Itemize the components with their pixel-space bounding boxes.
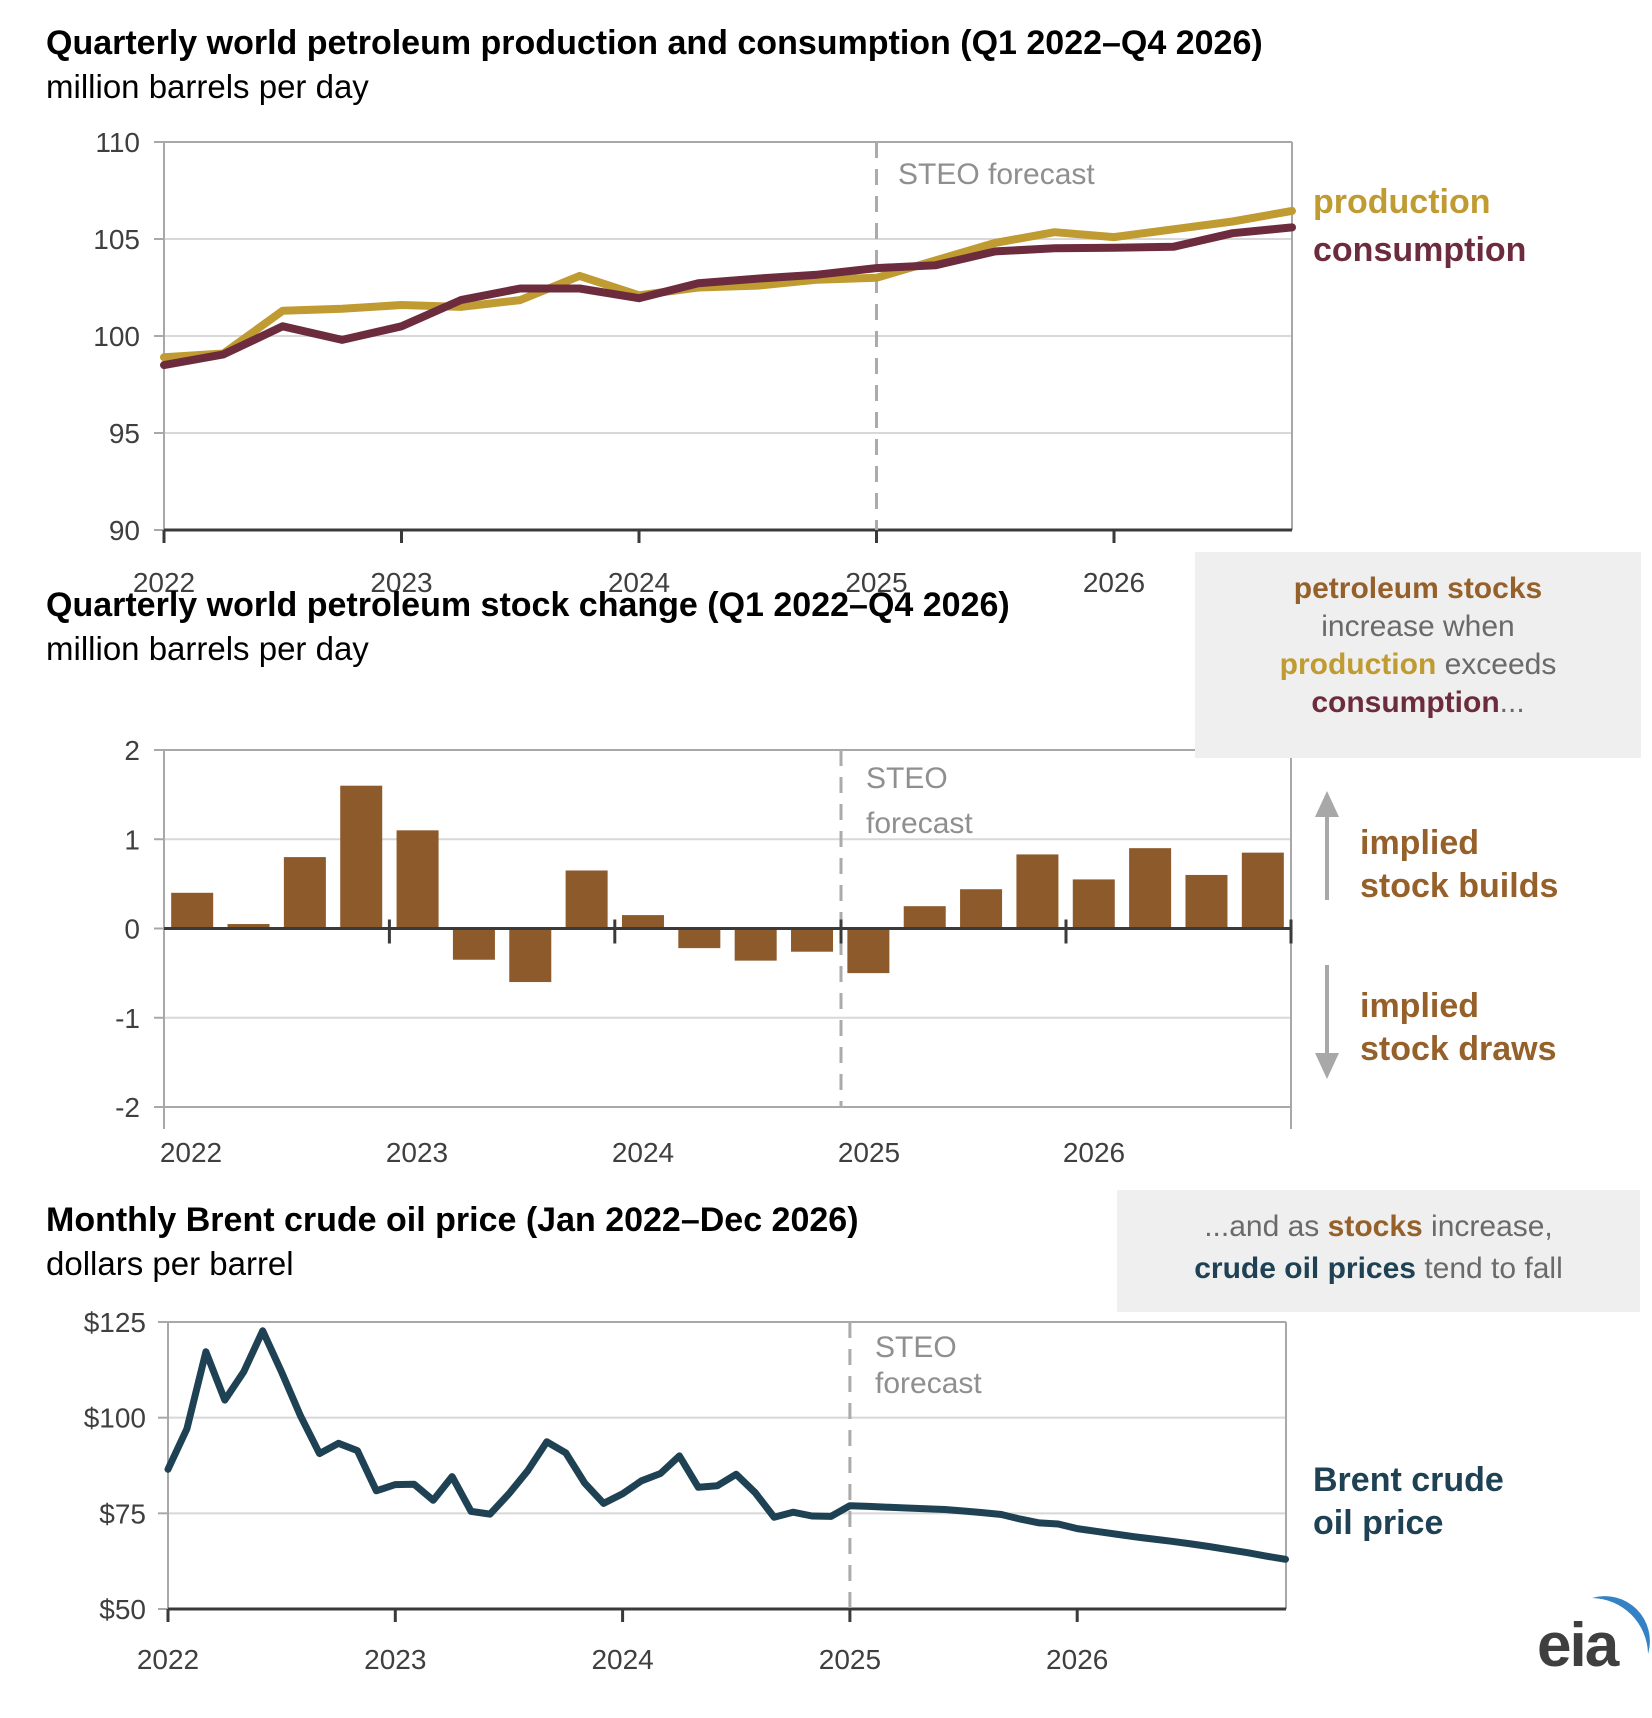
annotation-segment: exceeds [1436, 648, 1557, 681]
annotation-line: production exceeds [1195, 646, 1641, 684]
eia-logo-swoosh-icon [1592, 1596, 1650, 1654]
eia-logo-text: eia [1537, 1611, 1620, 1680]
Brent-line [164, 1327, 1289, 1563]
stock-change-bar [509, 928, 552, 983]
implied-stock-draws-label: implied stock draws [1360, 985, 1557, 1071]
annotation-segment: increase, [1422, 1210, 1553, 1243]
annotation-prices-note: ...and as stocks increase, crude oil pric… [1117, 1190, 1640, 1312]
x-tick-label: 2023 [386, 1137, 448, 1168]
stock-change-bar [1241, 852, 1284, 929]
label-line: implied [1360, 987, 1480, 1025]
annotation-segment: stocks [1327, 1210, 1423, 1243]
stock-draws-down-arrow-head [1315, 1053, 1339, 1079]
stock-change-bar [1072, 879, 1115, 929]
stock-change-bar [227, 924, 270, 929]
forecast-label: forecast [866, 807, 973, 840]
label-line: Brent crude [1313, 1461, 1504, 1499]
brent-price-label: Brent crude oil price [1313, 1459, 1504, 1545]
x-tick-label: 2022 [133, 567, 195, 598]
annotation-line: consumption... [1195, 684, 1641, 722]
chart2-subtitle: million barrels per day [46, 630, 369, 667]
y-tick-label: 90 [109, 515, 140, 546]
annotation-segment: tend to fall [1415, 1252, 1563, 1285]
stock-change-bar [171, 892, 214, 929]
x-tick-label: 2023 [370, 567, 432, 598]
annotation-line: ...and as stocks increase, [1117, 1206, 1640, 1248]
stock-change-bar [847, 928, 890, 974]
annotation-line: petroleum stocks [1195, 570, 1641, 608]
forecast-label: STEO [866, 762, 948, 795]
y-tick-label: $75 [99, 1498, 146, 1529]
x-tick-label: 2026 [1083, 567, 1145, 598]
y-tick-label: 105 [93, 224, 140, 255]
y-tick-label: 110 [95, 127, 140, 158]
production-line [160, 206, 1296, 362]
y-tick-label: -2 [115, 1092, 140, 1123]
legend-consumption: consumption [1313, 231, 1527, 269]
annotation-stocks-note: petroleum stocks increase when production … [1195, 552, 1641, 758]
forecast-label: forecast [875, 1367, 982, 1400]
annotation-line: crude oil prices tend to fall [1117, 1248, 1640, 1290]
stock-change-bar [396, 830, 439, 929]
annotation-segment: ...and as [1204, 1210, 1328, 1243]
annotation-line: increase when [1195, 608, 1641, 646]
x-tick-label: 2024 [612, 1137, 674, 1168]
x-tick-label: 2024 [608, 567, 670, 598]
x-tick-label: 2026 [1046, 1644, 1108, 1675]
implied-stock-builds-label: implied stock builds [1360, 822, 1558, 908]
annotation-segment: consumption [1311, 686, 1500, 719]
stock-change-bar [1016, 854, 1059, 929]
stock-change-bar [678, 928, 721, 949]
y-tick-label: $50 [99, 1594, 146, 1625]
annotation-segment: ... [1499, 686, 1525, 719]
label-line: stock draws [1360, 1030, 1557, 1068]
y-tick-label: -1 [115, 1003, 140, 1034]
y-tick-label: 100 [93, 321, 140, 352]
stock-builds-up-arrow-head [1315, 791, 1339, 817]
chart2-title: Quarterly world petroleum stock change (… [46, 586, 1010, 624]
chart1-title: Quarterly world petroleum production and… [46, 24, 1263, 62]
stock-change-bar [452, 928, 495, 960]
stock-change-bar [734, 928, 777, 961]
label-line: implied [1360, 824, 1480, 862]
stock-change-bar [1185, 874, 1228, 929]
y-tick-label: 1 [124, 824, 140, 855]
stock-change-bar [340, 785, 383, 929]
annotation-segment: increase when [1321, 610, 1515, 643]
stock-change-bar [1129, 848, 1172, 929]
x-tick-label: 2022 [160, 1137, 222, 1168]
chart1-subtitle: million barrels per day [46, 68, 369, 105]
stock-change-bar [960, 889, 1003, 929]
y-tick-label: $125 [84, 1307, 146, 1338]
stock-change-bar [565, 870, 608, 929]
chart3-subtitle: dollars per barrel [46, 1245, 294, 1282]
chart3-title: Monthly Brent crude oil price (Jan 2022–… [46, 1201, 859, 1239]
legend-production: production [1313, 183, 1491, 221]
stock-change-bar [791, 928, 834, 952]
y-tick-label: 2 [124, 735, 140, 766]
x-tick-label: 2025 [845, 567, 907, 598]
consumption-line [160, 223, 1296, 370]
stock-change-bar [283, 857, 326, 929]
x-tick-label: 2022 [137, 1644, 199, 1675]
x-tick-label: 2023 [364, 1644, 426, 1675]
y-tick-label: $100 [84, 1403, 146, 1434]
forecast-label: STEO forecast [898, 158, 1095, 191]
y-tick-label: 0 [124, 914, 140, 945]
x-tick-label: 2025 [838, 1137, 900, 1168]
y-tick-label: 95 [109, 418, 140, 449]
annotation-segment: petroleum stocks [1293, 572, 1543, 605]
label-line: stock builds [1360, 867, 1559, 905]
annotation-segment: production [1279, 648, 1437, 681]
x-tick-label: 2026 [1063, 1137, 1125, 1168]
stock-change-bar [621, 915, 664, 929]
forecast-label: STEO [875, 1331, 957, 1364]
x-tick-label: 2024 [591, 1644, 653, 1675]
stock-change-bar [903, 906, 946, 929]
label-line: oil price [1313, 1504, 1444, 1542]
x-tick-label: 2025 [819, 1644, 881, 1675]
annotation-segment: crude oil prices [1194, 1252, 1416, 1285]
